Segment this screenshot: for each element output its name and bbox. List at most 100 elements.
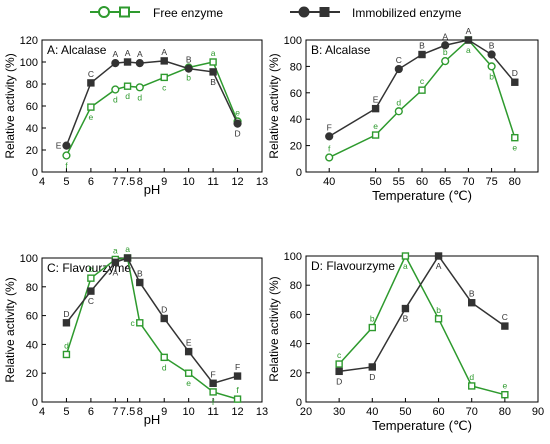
significance-label: d [125,91,130,101]
series-line [328,38,516,159]
data-point [184,369,193,377]
significance-label: D [234,129,240,139]
x-axis-label: pH [144,412,161,427]
data-point [111,258,120,267]
x-tick-label: 65 [439,176,451,188]
x-axis: 4 5 6 7 7.5 8 9 10 11 12 13 pH [39,168,268,197]
data-point [335,367,343,376]
chart-panel-a: A: Alcalase 4 5 6 7 7.5 8 9 10 11 12 13 pH 0 20 40 60 80 1… [3,35,268,197]
plot-frame [305,255,539,403]
y-tick-label: 100 [20,253,38,265]
series-line [338,254,506,396]
data-point [434,315,443,323]
data-point [441,41,450,50]
data-point [394,64,403,74]
x-tick-label: 11 [207,406,218,418]
significance-label: A [436,261,442,271]
x-tick-label: 6 [88,176,94,188]
x-tick-label: 7 [112,176,118,188]
data-point [371,104,380,113]
data-point [434,252,443,260]
significance-label: b [186,73,191,83]
x-axis: 4 5 6 7 7.5 8 9 10 11 12 13 pH [39,398,268,427]
y-tick-label: 100 [284,251,302,263]
data-point [233,372,242,380]
data-point [371,131,380,139]
significance-label: d [396,97,401,107]
y-tick-label: 80 [26,79,38,91]
y-tick-label: 0 [296,167,302,179]
y-tick-label: 60 [26,311,38,323]
free-enzyme-legend-marker [90,6,140,18]
data-point [401,304,410,313]
x-tick-label: 5 [63,176,69,188]
data-point [401,252,410,260]
x-tick-label: 60 [416,176,428,188]
data-point [511,133,519,142]
y-tick-label: 120 [20,35,38,47]
y-tick-label: 40 [26,339,38,351]
significance-label: C [502,312,508,322]
data-point [160,57,168,65]
significance-label: c [420,76,425,86]
significance-label: a [466,45,471,55]
y-tick-label: 40 [290,114,302,126]
data-point [135,58,144,68]
significance-label: e [235,107,240,117]
data-point [501,391,509,399]
significance-label: d [113,95,118,105]
data-point [325,132,334,141]
x-tick-label: 4 [39,406,45,418]
panel-title: D: Flavourzyme [311,259,395,273]
significance-label: d [137,92,142,102]
data-point [335,360,343,368]
x-tick-label: 12 [231,176,243,188]
significance-label: F [211,369,216,379]
data-point [468,299,476,307]
chart-panel-b: B: Alcalase 40 50 55 60 65 70 75 80 Temperature (… [267,26,539,203]
y-axis-label: Relative activity (%) [3,53,17,158]
data-point [62,151,71,160]
significance-label: b [443,47,448,57]
data-point [62,319,71,327]
significance-label: A [112,49,118,59]
y-tick-label: 40 [290,339,302,351]
significance-label: B [186,55,192,65]
significance-label: A [125,263,131,273]
series-line [339,254,506,373]
y-axis-label: Relative activity (%) [3,277,17,382]
significance-label: D [369,372,375,382]
x-tick-label: 4 [39,176,45,188]
significance-label: A [161,47,167,57]
significance-label: d [64,340,69,350]
x-axis: 40 50 55 60 65 70 75 80 Temperature (℃) [323,168,521,203]
significance-label: B [403,314,409,324]
x-tick-label: 80 [509,176,521,188]
series-free: f e d c b a b e [325,36,519,162]
data-point [487,50,496,59]
data-point [160,353,168,362]
data-point [123,58,132,66]
significance-label: a [113,245,118,255]
data-point [464,36,473,44]
significance-label: F [327,122,332,132]
data-point [160,314,168,323]
y-tick-label: 60 [290,309,302,321]
x-tick-label: 40 [366,406,378,418]
data-point [501,322,509,330]
data-point [487,62,496,71]
x-tick-label: 30 [333,406,345,418]
significance-label: E [56,141,62,151]
x-tick-label: 13 [256,176,268,188]
significance-label: A [125,48,131,58]
y-tick-label: 20 [290,368,302,380]
x-tick-label: 40 [323,176,335,188]
data-point [135,83,144,92]
immobilized-enzyme-legend-label: Immobilized enzyme [352,6,462,20]
y-tick-label: 80 [26,282,38,294]
significance-label: D [161,304,167,314]
